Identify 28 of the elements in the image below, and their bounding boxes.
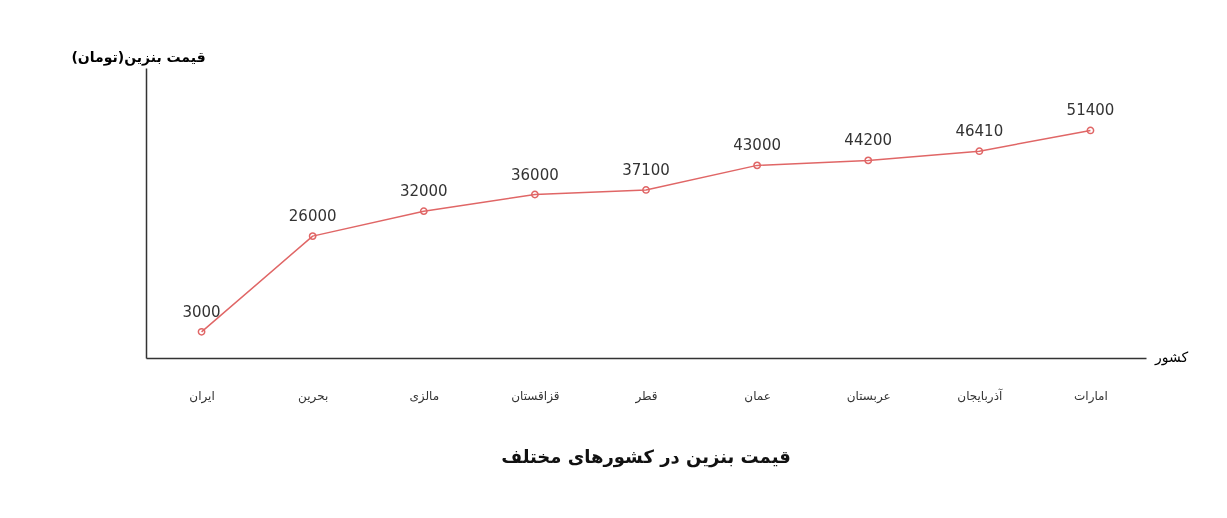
- point: [642, 186, 650, 194]
- data-label: 26000: [288, 207, 337, 226]
- point: [530, 190, 539, 199]
- point: [864, 156, 873, 165]
- x-tick-label: آذربایجان: [957, 387, 1004, 404]
- x-tick-label: بحرین: [298, 388, 329, 404]
- x-tick-label: امارات: [1074, 388, 1108, 404]
- x-tick-label: ایران: [189, 388, 215, 404]
- x-tick-label: قزاقستان: [511, 388, 560, 404]
- text: قیمت بنزین در کشورهای مختلف: [501, 446, 791, 468]
- y-axis-title: (تومان)قیمت بنزین: [71, 48, 206, 66]
- point: [308, 232, 317, 241]
- data-label: 44200: [844, 131, 893, 150]
- x-tick-label: قطر: [634, 388, 658, 404]
- x-axis-title: کشور: [1153, 348, 1189, 366]
- data-label: 46410: [955, 122, 1004, 141]
- x-tick-label: مالزی: [409, 388, 440, 404]
- data-label: 36000: [511, 165, 559, 184]
- data-label: 43000: [733, 136, 781, 155]
- point: [753, 161, 762, 170]
- point: [975, 147, 984, 156]
- x-tick-label: عربستان: [846, 388, 891, 404]
- data-label: 37100: [622, 160, 670, 179]
- data-label: 51400: [1066, 101, 1115, 120]
- x-tick-label: عمان: [744, 388, 771, 403]
- data-label: 32000: [399, 182, 448, 201]
- data-label: 3000: [182, 302, 221, 321]
- point: [419, 207, 428, 216]
